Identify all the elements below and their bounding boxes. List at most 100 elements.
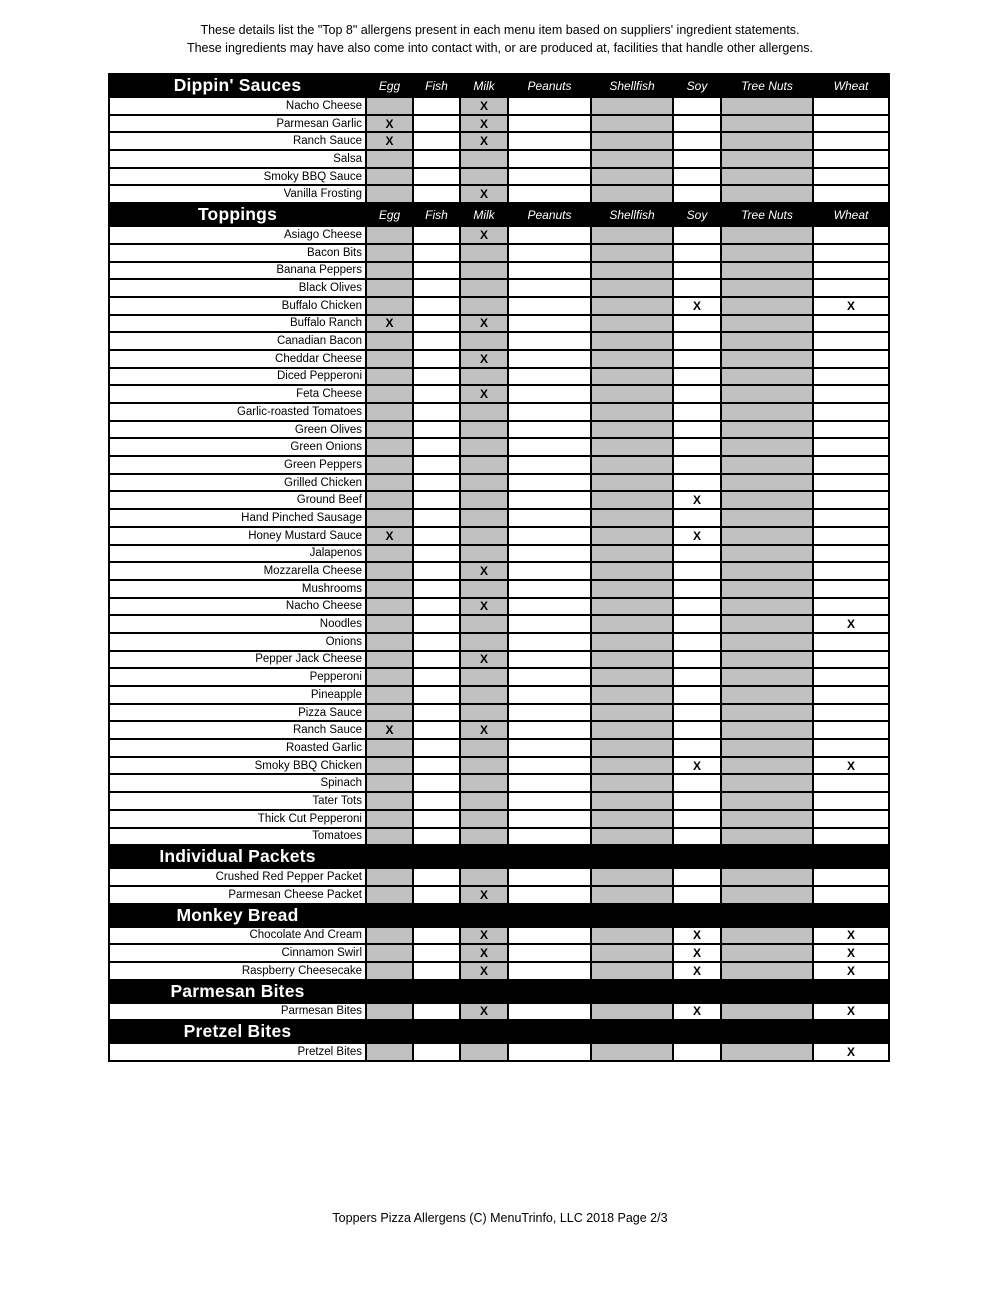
allergen-cell-wheat xyxy=(812,649,890,670)
item-row-spinach: Spinach xyxy=(108,773,890,794)
item-name: Pepperoni xyxy=(108,667,367,687)
allergen-cell-soy xyxy=(672,113,722,134)
allergen-cell-shellfish xyxy=(590,525,674,546)
allergen-cell-shellfish xyxy=(590,313,674,334)
allergen-cell-tree-nuts xyxy=(720,543,814,564)
allergen-cell-soy xyxy=(672,225,722,245)
column-label-milk xyxy=(459,902,509,928)
allergen-cell-fish xyxy=(412,472,461,493)
item-row-vanilla-frosting: Vanilla Frosting X xyxy=(108,184,890,205)
allergen-cell-fish xyxy=(412,278,461,298)
item-name: Ranch Sauce xyxy=(108,131,367,152)
allergen-cell-wheat xyxy=(812,685,890,705)
column-label-soy: Soy xyxy=(672,73,722,98)
item-row-pizza-sauce: Pizza Sauce xyxy=(108,702,890,723)
allergen-cell-milk xyxy=(459,242,509,263)
allergen-cell-egg xyxy=(365,884,414,905)
allergen-cell-wheat xyxy=(812,149,890,169)
allergen-cell-milk xyxy=(459,867,509,887)
item-row-ranch-sauce: Ranch Sauce X X xyxy=(108,720,890,741)
item-name: Vanilla Frosting xyxy=(108,184,367,205)
item-name: Nacho Cheese xyxy=(108,596,367,617)
section-header-monkey-bread: Monkey Bread xyxy=(108,902,890,928)
allergen-cell-egg xyxy=(365,667,414,687)
section-header-toppings: Toppings Egg Fish Milk Peanuts Shellfish Soy Tr… xyxy=(108,202,890,228)
allergen-cell-tree-nuts xyxy=(720,649,814,670)
intro-line-1: These details list the "Top 8" allergens… xyxy=(200,23,800,37)
allergen-cell-egg xyxy=(365,472,414,493)
allergen-cell-wheat xyxy=(812,313,890,334)
allergen-cell-peanuts xyxy=(507,331,592,351)
allergen-cell-peanuts xyxy=(507,525,592,546)
allergen-cell-peanuts xyxy=(507,455,592,475)
allergen-cell-shellfish xyxy=(590,419,674,440)
allergen-cell-egg xyxy=(365,867,414,887)
allergen-cell-milk xyxy=(459,455,509,475)
section-title: Parmesan Bites xyxy=(108,978,367,1004)
allergen-cell-peanuts xyxy=(507,437,592,458)
item-name: Hand Pinched Sausage xyxy=(108,508,367,528)
item-row-bacon-bits: Bacon Bits xyxy=(108,242,890,263)
allergen-cell-tree-nuts xyxy=(720,225,814,245)
allergen-cell-shellfish xyxy=(590,437,674,458)
allergen-cell-soy xyxy=(672,738,722,758)
column-label-peanuts xyxy=(507,1019,592,1045)
allergen-cell-fish xyxy=(412,738,461,758)
allergen-cell-fish xyxy=(412,773,461,794)
item-name: Garlic-roasted Tomatoes xyxy=(108,402,367,422)
allergen-cell-peanuts xyxy=(507,614,592,634)
allergen-cell-egg xyxy=(365,384,414,404)
allergen-cell-peanuts xyxy=(507,561,592,581)
allergen-cell-soy xyxy=(672,331,722,351)
allergen-cell-milk xyxy=(459,614,509,634)
allergen-cell-peanuts xyxy=(507,278,592,298)
allergen-cell-fish xyxy=(412,184,461,205)
allergen-cell-wheat xyxy=(812,366,890,387)
item-name: Cinnamon Swirl xyxy=(108,943,367,963)
allergen-cell-tree-nuts xyxy=(720,614,814,634)
allergen-cell-soy: X xyxy=(672,295,722,316)
allergen-cell-wheat xyxy=(812,472,890,493)
allergen-cell-tree-nuts xyxy=(720,943,814,963)
allergen-cell-fish xyxy=(412,720,461,741)
item-row-roasted-garlic: Roasted Garlic xyxy=(108,738,890,758)
allergen-cell-shellfish xyxy=(590,402,674,422)
item-name: Diced Pepperoni xyxy=(108,366,367,387)
allergen-cell-wheat xyxy=(812,508,890,528)
allergen-cell-egg xyxy=(365,561,414,581)
allergen-cell-fish xyxy=(412,702,461,723)
allergen-cell-tree-nuts xyxy=(720,242,814,263)
allergen-cell-wheat xyxy=(812,113,890,134)
item-row-ranch-sauce: Ranch Sauce X X xyxy=(108,131,890,152)
allergen-cell-peanuts xyxy=(507,543,592,564)
allergen-cell-tree-nuts xyxy=(720,720,814,741)
item-name: Tater Tots xyxy=(108,791,367,811)
allergen-cell-wheat: X xyxy=(812,755,890,776)
allergen-cell-soy xyxy=(672,96,722,116)
allergen-cell-peanuts xyxy=(507,113,592,134)
allergen-cell-egg xyxy=(365,96,414,116)
allergen-cell-peanuts xyxy=(507,826,592,847)
allergen-cell-soy xyxy=(672,508,722,528)
column-label-fish: Fish xyxy=(412,202,461,228)
allergen-cell-tree-nuts xyxy=(720,149,814,169)
column-label-soy xyxy=(672,844,722,870)
allergen-cell-egg xyxy=(365,808,414,829)
item-row-cinnamon-swirl: Cinnamon Swirl X X X xyxy=(108,943,890,963)
allergen-cell-fish xyxy=(412,960,461,981)
column-label-soy: Soy xyxy=(672,202,722,228)
allergen-cell-egg: X xyxy=(365,525,414,546)
allergen-cell-milk xyxy=(459,702,509,723)
allergen-cell-tree-nuts xyxy=(720,867,814,887)
allergen-cell-soy xyxy=(672,884,722,905)
allergen-cell-egg xyxy=(365,402,414,422)
table-body: Dippin' Sauces Egg Fish Milk Peanuts Shellfis… xyxy=(108,73,890,1062)
allergen-cell-peanuts xyxy=(507,925,592,946)
allergen-cell-egg xyxy=(365,348,414,369)
allergen-cell-peanuts xyxy=(507,960,592,981)
allergen-cell-milk xyxy=(459,149,509,169)
allergen-cell-wheat xyxy=(812,402,890,422)
column-label-wheat: Wheat xyxy=(812,202,890,228)
item-name: Ground Beef xyxy=(108,490,367,511)
item-name: Chocolate And Cream xyxy=(108,925,367,946)
